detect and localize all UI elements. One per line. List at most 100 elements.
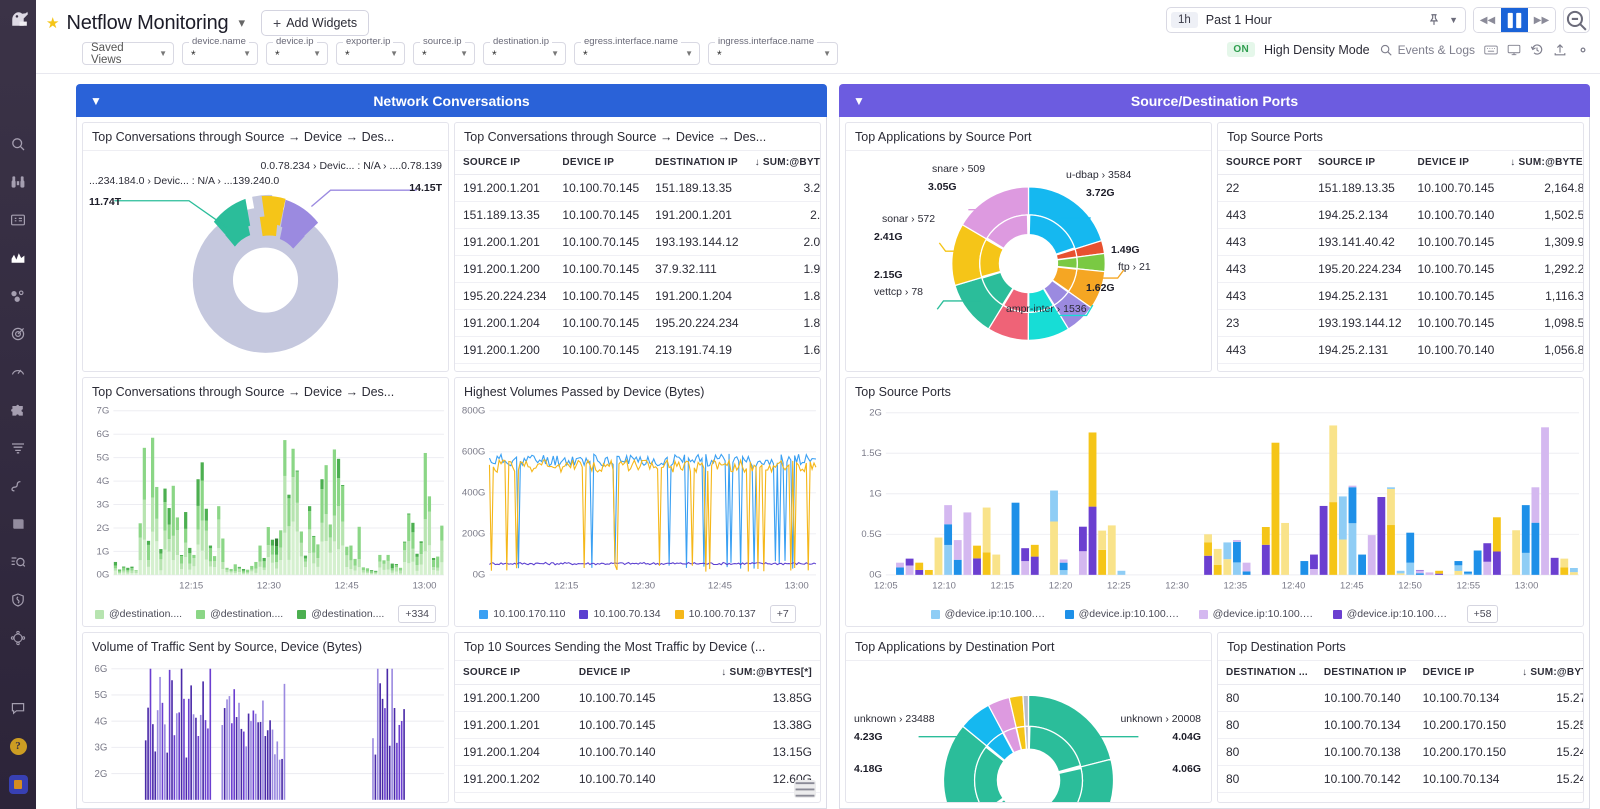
conversations-bar-chart[interactable]: 0G 1G 2G 3G 4G 5G 6G 7G 12:15 12:30 12:45 13:00 — [83, 405, 448, 626]
datadog-logo[interactable] — [3, 4, 33, 34]
chevron-down-icon[interactable]: ▼ — [1449, 15, 1458, 25]
dashboards-icon[interactable] — [3, 205, 33, 235]
volumes-line-chart[interactable]: 0G 200G 400G 600G 800G 12:15 12:30 12:45 13:00 — [455, 405, 820, 626]
table-row[interactable]: 191.200.1.204 10.100.70.140 13.15G — [455, 738, 820, 766]
performance-gauge-icon[interactable] — [3, 357, 33, 387]
legend-item[interactable]: @device.ip:10.100.70.138,@so... — [1332, 608, 1453, 620]
col-destination-ip[interactable]: DESTINATION IP — [647, 151, 747, 175]
conversations-donut-chart[interactable]: ...234.184.0 › Devic... : N/A › ...139.2… — [83, 151, 448, 371]
filter-device-name[interactable]: device.name * ▼ — [182, 36, 258, 65]
high-density-badge[interactable]: ON — [1227, 42, 1255, 57]
search-icon[interactable] — [3, 129, 33, 159]
keyboard-shortcuts-icon[interactable] — [1484, 43, 1498, 57]
events-logs-button[interactable]: Events & Logs — [1379, 43, 1475, 57]
legend-item[interactable]: 10.100.170.110 — [479, 608, 565, 620]
table-row[interactable]: 191.200.1.201 10.100.70.145 151.189.13.35 3… — [455, 174, 820, 202]
col-device-ip[interactable]: DEVICE IP — [1409, 151, 1503, 175]
legend-item[interactable]: @device.ip:10.100.70.134,@so... — [930, 608, 1051, 620]
col-sum-bytes[interactable]: ↓SUM:@BYTE... — [746, 151, 820, 175]
watchdog-binoculars-icon[interactable] — [3, 167, 33, 197]
share-export-icon[interactable] — [1553, 43, 1567, 57]
synthetics-target-icon[interactable] — [3, 319, 33, 349]
legend-item[interactable]: 10.100.70.134 — [579, 608, 661, 620]
filter-device-ip[interactable]: device.ip * ▼ — [266, 36, 328, 65]
chevron-down-icon[interactable]: ▼ — [853, 93, 865, 108]
help-icon[interactable]: ? — [3, 731, 33, 761]
legend-item[interactable]: @device.ip:10.100.70.138,@so... — [1064, 608, 1185, 620]
col-source-ip[interactable]: SOURCE IP — [1310, 151, 1410, 175]
legend-item[interactable]: 10.100.70.137 — [674, 608, 756, 620]
chevron-down-icon[interactable]: ▼ — [90, 93, 102, 108]
service-map-icon[interactable] — [3, 281, 33, 311]
table-scroll-handle[interactable] — [794, 780, 816, 798]
col-device-ip[interactable]: DEVICE IP — [570, 661, 687, 685]
legend-more-button[interactable]: +7 — [769, 605, 796, 623]
pause-button[interactable] — [1501, 8, 1528, 32]
chevron-down-icon[interactable]: ▾ — [238, 15, 246, 30]
legend-item[interactable]: @device.ip:10.100.70.138,@so... — [1198, 608, 1319, 620]
col-source-ip[interactable]: SOURCE IP — [455, 661, 571, 685]
col-sum-bytes[interactable]: ↓SUM:@BYTES[*] — [1502, 151, 1583, 175]
add-widgets-button[interactable]: + Add Widgets — [261, 10, 370, 36]
pin-icon[interactable] — [1427, 13, 1441, 27]
table-row[interactable]: 195.20.224.234 10.100.70.145 191.200.1.204… — [455, 282, 820, 310]
col-sum-bytes[interactable]: ↓SUM:@BYTES[*] — [686, 661, 820, 685]
monitors-icon[interactable] — [3, 547, 33, 577]
legend-more-button[interactable]: +334 — [398, 605, 437, 623]
table-row[interactable]: 151.189.13.35 10.100.70.145 191.200.1.201 2… — [455, 201, 820, 229]
logs-filter-icon[interactable] — [3, 433, 33, 463]
filter-egress-interface-name[interactable]: egress.interface.name * ▼ — [574, 36, 700, 65]
traces-link-icon[interactable] — [3, 471, 33, 501]
filter-exporter-ip[interactable]: exporter.ip * ▼ — [336, 36, 405, 65]
settings-gear-icon[interactable] — [1576, 43, 1590, 57]
col-device-ip[interactable]: DEVICE IP — [554, 151, 648, 175]
network-globe-icon[interactable] — [3, 623, 33, 653]
table-row[interactable]: 191.200.1.204 10.100.70.145 195.20.224.234… — [455, 309, 820, 337]
table-row[interactable]: 191.200.1.200 10.100.70.145 213.191.74.19 1… — [455, 336, 820, 364]
user-avatar-icon[interactable] — [3, 769, 33, 799]
group-header-network-conversations[interactable]: ▼ Network Conversations — [76, 84, 827, 117]
feedback-chat-icon[interactable] — [3, 693, 33, 723]
table-row[interactable]: 191.200.1.201 10.100.70.145 13.38G — [455, 711, 820, 739]
filter-source-ip[interactable]: source.ip * ▼ — [413, 36, 475, 65]
legend-item[interactable]: @destination.... — [196, 608, 283, 620]
col-destination-port[interactable]: DESTINATION ... — [1218, 661, 1316, 685]
zoom-out-icon[interactable] — [1563, 7, 1590, 33]
security-shield-icon[interactable] — [3, 585, 33, 615]
table-row[interactable]: 191.200.1.200 10.100.70.145 37.9.32.111 1.9… — [455, 255, 820, 283]
notebooks-icon[interactable] — [3, 509, 33, 539]
filter-destination-ip[interactable]: destination.ip * ▼ — [483, 36, 566, 65]
legend-item[interactable]: @destination.... — [94, 608, 182, 620]
presentation-mode-icon[interactable] — [1507, 43, 1521, 57]
table-row[interactable]: 191.200.1.201 10.100.70.145 193.193.144.12… — [455, 228, 820, 256]
metrics-chart-icon[interactable] — [3, 243, 33, 273]
col-sum-bytes[interactable]: ↓SUM:@BYT... — [1514, 661, 1583, 685]
star-icon[interactable]: ★ — [46, 15, 60, 32]
col-source-port[interactable]: SOURCE PORT — [1218, 151, 1311, 175]
col-device-ip[interactable]: DEVICE IP — [1414, 661, 1515, 685]
legend-more-button[interactable]: +58 — [1466, 605, 1499, 623]
col-destination-ip[interactable]: DESTINATION IP — [1315, 661, 1415, 685]
forward-button[interactable]: ▶▶ — [1528, 8, 1555, 32]
rewind-button[interactable]: ◀◀ — [1474, 8, 1501, 32]
top-source-ports-bar-chart[interactable]: 0G 0.5G 1G 1.5G 2G 12:05 12:10 12:15 12:20 12:25 1… — [846, 405, 1583, 626]
saved-views-select[interactable]: Saved Views ▼ — [82, 42, 174, 66]
history-icon[interactable] — [1530, 43, 1544, 57]
col-source-ip[interactable]: SOURCE IP — [455, 151, 555, 175]
table-row[interactable]: 191.200.1.202 10.100.70.140 12.60G — [455, 765, 820, 793]
legend-item[interactable]: @destination.... — [297, 608, 384, 620]
integrations-puzzle-icon[interactable] — [3, 395, 33, 425]
volume-traffic-chart[interactable]: 2G 3G 4G 5G 6G — [83, 660, 448, 802]
group-header-source-destination-ports[interactable]: ▼ Source/Destination Ports — [839, 84, 1590, 117]
